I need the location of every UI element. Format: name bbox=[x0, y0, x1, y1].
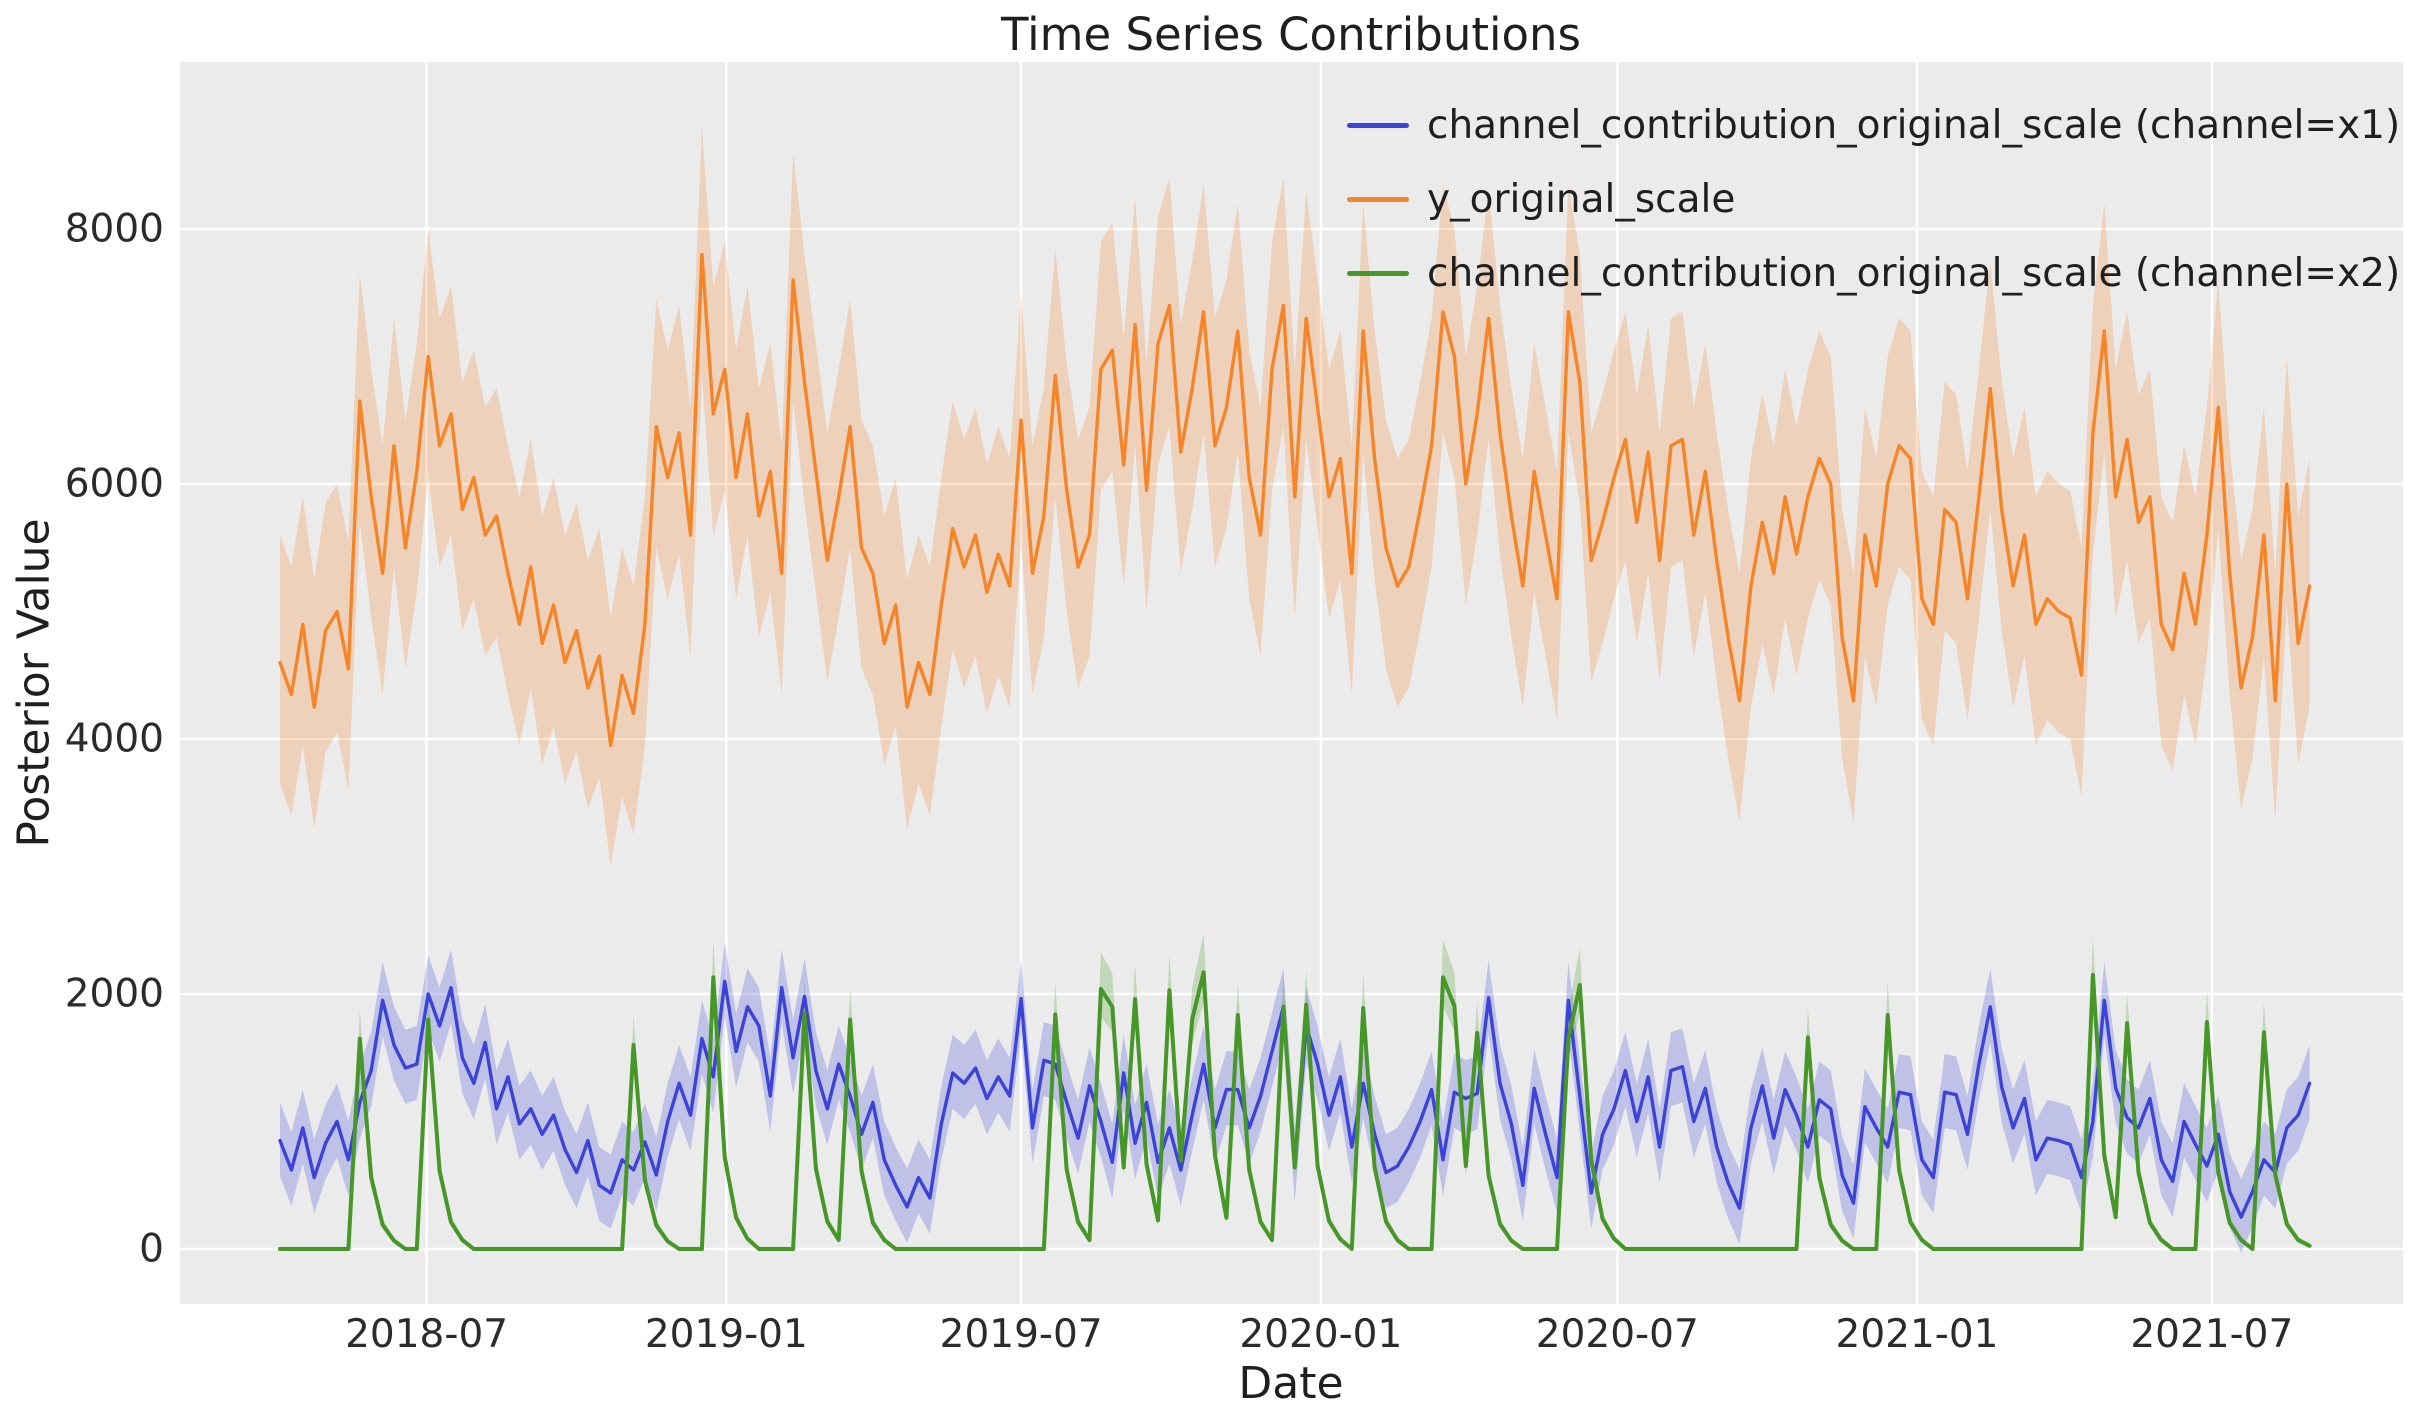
x-tick-label: 2020-01 bbox=[1239, 1312, 1403, 1357]
line-series-2 bbox=[278, 970, 2312, 1251]
y-tick-label: 4000 bbox=[64, 716, 164, 762]
x-tick-label: 2021-01 bbox=[1835, 1312, 1999, 1357]
x-tick-label: 2018-07 bbox=[345, 1312, 509, 1357]
legend-item-label: y_original_scale bbox=[1427, 176, 1736, 222]
plot-area bbox=[180, 62, 2403, 1304]
legend-item: channel_contribution_original_scale (cha… bbox=[1347, 88, 2400, 162]
y-tick-label: 6000 bbox=[64, 461, 164, 507]
line-series-1 bbox=[278, 252, 2312, 748]
legend-item: channel_contribution_original_scale (cha… bbox=[1347, 236, 2400, 310]
legend-item-label: channel_contribution_original_scale (cha… bbox=[1427, 250, 2401, 296]
y-axis-label: Posterior Value bbox=[8, 518, 60, 848]
legend-line-swatch bbox=[1347, 196, 1409, 202]
x-tick-label: 2021-07 bbox=[2130, 1312, 2294, 1357]
y-tick-label: 2000 bbox=[64, 971, 164, 1017]
legend-line-swatch bbox=[1347, 122, 1409, 128]
legend-item: y_original_scale bbox=[1347, 162, 2400, 236]
y-tick-label: 8000 bbox=[64, 206, 164, 252]
legend-line-swatch bbox=[1347, 270, 1409, 276]
x-tick-label: 2020-07 bbox=[1535, 1312, 1699, 1357]
y-tick-label: 0 bbox=[139, 1226, 164, 1272]
x-tick-label: 2019-07 bbox=[939, 1312, 1103, 1357]
x-axis-label: Date bbox=[1238, 1358, 1344, 1409]
chart-svg bbox=[180, 62, 2403, 1304]
x-tick-label: 2019-01 bbox=[644, 1312, 808, 1357]
legend: channel_contribution_original_scale (cha… bbox=[1347, 88, 2400, 310]
chart-title: Time Series Contributions bbox=[1001, 8, 1581, 61]
legend-item-label: channel_contribution_original_scale (cha… bbox=[1427, 102, 2401, 148]
